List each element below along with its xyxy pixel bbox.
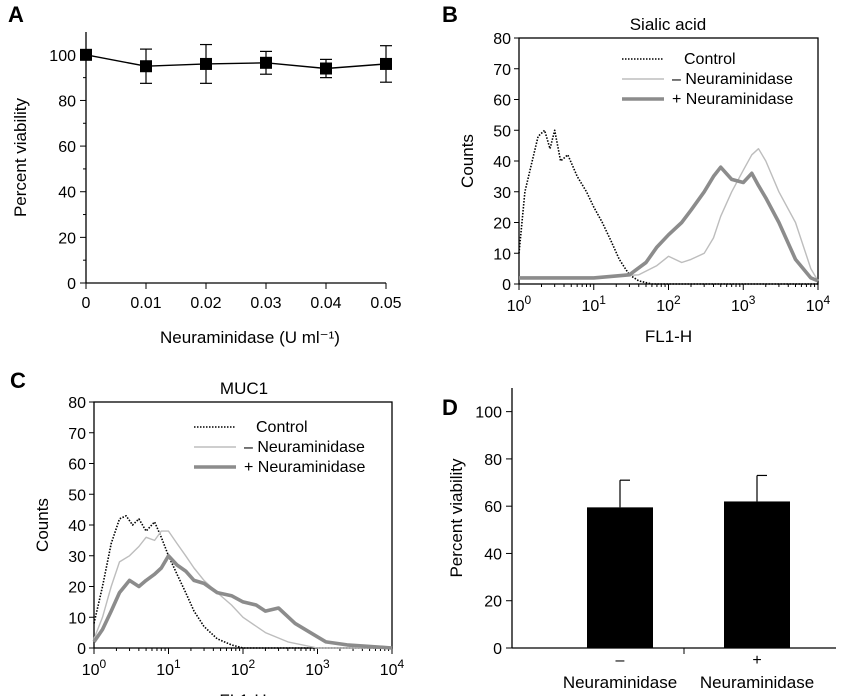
series-thin-line: [93, 530, 392, 649]
x-tick-label: 101: [156, 657, 181, 679]
x-tick-label: 0.03: [250, 295, 281, 312]
series-thick-line: [92, 553, 393, 650]
y-tick-label: 20: [484, 594, 502, 611]
series-thin-line: [519, 147, 819, 282]
legend-label: Control: [684, 51, 736, 68]
x-tick-label: 104: [380, 657, 405, 679]
x-axis-label: FL1-H: [645, 327, 692, 346]
legend-label: + Neuraminidase: [244, 459, 366, 476]
category-sublabel: Neuraminidase: [563, 673, 677, 692]
legend-label: – Neuraminidase: [672, 71, 793, 88]
data-point: [200, 57, 212, 70]
data-point: [380, 57, 392, 70]
panel-letter-c: C: [10, 368, 26, 393]
y-tick-label: 60: [68, 457, 86, 474]
y-tick-label: 30: [493, 185, 511, 202]
y-axis-label: Counts: [33, 498, 52, 552]
y-tick-label: 0: [77, 641, 86, 658]
y-tick-label: 80: [68, 395, 86, 412]
x-tick-label: 101: [582, 293, 607, 315]
y-tick-label: 40: [58, 185, 76, 202]
panel-b: B Sialic acid 0 10 20 30 40 50 60 70 80 100 101 102 10…: [442, 2, 831, 346]
y-axis-label: Counts: [458, 134, 477, 188]
bar: [724, 501, 790, 648]
legend-label: Control: [256, 419, 308, 436]
x-tick-label: 103: [305, 657, 330, 679]
panel-c: C MUC1 0 10 20 30 40 50 60 70 80 100 101 102 103 104 Con…: [10, 368, 405, 696]
y-tick-label: 60: [58, 139, 76, 156]
series-line: [85, 54, 387, 70]
x-tick-label: 0.02: [190, 295, 221, 312]
y-tick-label: 100: [49, 48, 76, 65]
y-tick-label: 10: [493, 246, 511, 263]
legend-label: – Neuraminidase: [244, 439, 365, 456]
y-axis-label: Percent viability: [11, 97, 30, 217]
y-axis-label: Percent viability: [447, 458, 466, 578]
y-tick-label: 100: [475, 405, 502, 422]
x-tick-label: 102: [656, 293, 681, 315]
y-tick-label: 80: [58, 93, 76, 110]
category-sublabel: Neuraminidase: [700, 673, 814, 692]
legend-label: + Neuraminidase: [672, 91, 794, 108]
y-tick-label: 20: [493, 216, 511, 233]
x-tick-label: 104: [806, 293, 831, 315]
y-tick-label: 0: [502, 277, 511, 294]
y-tick-label: 50: [493, 123, 511, 140]
category-label: +: [752, 652, 761, 669]
x-tick-label: 0.04: [310, 295, 341, 312]
x-tick-label: 103: [731, 293, 756, 315]
x-tick-label: 100: [82, 657, 107, 679]
y-tick-label: 70: [493, 62, 511, 79]
y-tick-label: 30: [68, 549, 86, 566]
panel-letter-a: A: [8, 2, 24, 27]
panel-letter-b: B: [442, 2, 458, 27]
panel-a: A 0 20 40 60 80 100 0 0.01 0.02 0.03 0.04 0.05 Percen…: [8, 2, 402, 347]
y-tick-label: 80: [484, 452, 502, 469]
data-point: [260, 56, 272, 69]
y-tick-label: 80: [493, 31, 511, 48]
x-axis-label: Neuraminidase (U ml⁻¹): [160, 328, 340, 347]
x-tick-label: 102: [231, 657, 256, 679]
y-tick-label: 70: [68, 426, 86, 443]
y-tick-label: 20: [68, 580, 86, 597]
y-tick-label: 50: [68, 487, 86, 504]
series-thick-line: [519, 165, 819, 283]
x-tick-label: 0: [82, 295, 91, 312]
chart-title: Sialic acid: [630, 15, 707, 34]
y-tick-label: 0: [493, 641, 502, 658]
category-label: –: [616, 652, 625, 669]
panel-d: D 0 20 40 60 80 100 – Neuraminidase + Neuraminidas…: [442, 388, 836, 692]
series-dotted-line: [518, 129, 818, 285]
x-tick-label: 0.01: [130, 295, 161, 312]
x-axis-label: FL1-H: [219, 691, 266, 696]
chart-title: MUC1: [220, 379, 268, 398]
bar: [587, 507, 653, 648]
data-point: [80, 48, 92, 61]
y-tick-label: 60: [484, 499, 502, 516]
y-tick-label: 20: [58, 230, 76, 247]
y-tick-label: 10: [68, 610, 86, 627]
series-dotted-line: [93, 514, 392, 649]
data-point: [140, 60, 152, 73]
panel-letter-d: D: [442, 395, 458, 420]
y-tick-label: 0: [67, 276, 76, 293]
x-tick-label: 100: [507, 293, 532, 315]
y-tick-label: 40: [484, 546, 502, 563]
x-tick-label: 0.05: [370, 295, 401, 312]
y-tick-label: 40: [493, 154, 511, 171]
y-tick-label: 60: [493, 93, 511, 110]
data-point: [320, 62, 332, 75]
y-tick-label: 40: [68, 518, 86, 535]
